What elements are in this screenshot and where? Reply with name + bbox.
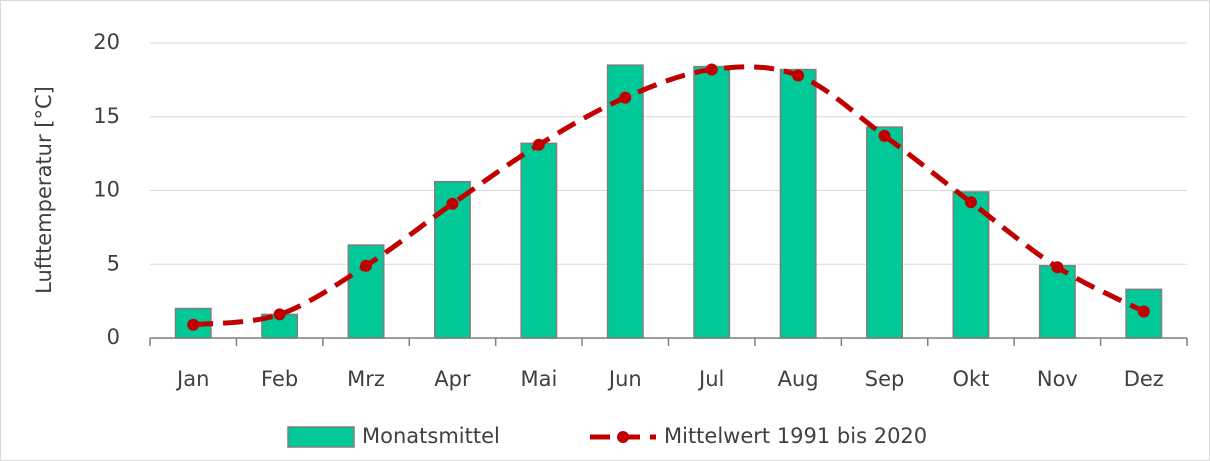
- line-point: [878, 129, 891, 142]
- bar: [520, 142, 558, 339]
- line-point: [187, 318, 200, 331]
- line-point: [705, 63, 718, 76]
- x-tick-label: Jun: [607, 367, 642, 391]
- x-tick-label: Aug: [778, 367, 819, 391]
- y-tick-label: 0: [107, 325, 120, 349]
- line-point: [532, 138, 545, 151]
- legend-marker: [617, 431, 629, 443]
- line-point: [619, 91, 632, 104]
- x-tick-label: Jul: [697, 367, 724, 391]
- y-axis-label: Lufttemperatur [°C]: [32, 86, 56, 294]
- line-point: [273, 308, 286, 321]
- y-tick-label: 10: [93, 178, 120, 202]
- bar: [606, 64, 644, 339]
- bar: [1038, 264, 1076, 339]
- legend-label: Mittelwert 1991 bis 2020: [664, 424, 927, 448]
- line-point: [964, 196, 977, 209]
- legend-label: Monatsmittel: [362, 424, 500, 448]
- bar: [866, 126, 904, 339]
- bar: [952, 191, 990, 339]
- line-point: [1137, 305, 1150, 318]
- y-tick-label: 5: [107, 251, 120, 275]
- y-tick-label: 20: [93, 30, 120, 54]
- legend-swatch: [287, 426, 355, 448]
- x-tick-label: Okt: [952, 367, 989, 391]
- line-point: [360, 259, 373, 272]
- y-tick-label: 15: [93, 104, 120, 128]
- x-tick-label: Dez: [1124, 367, 1164, 391]
- x-tick-label: Mrz: [347, 367, 385, 391]
- x-tick-label: Jan: [175, 367, 209, 391]
- x-tick-label: Feb: [261, 367, 298, 391]
- bar: [347, 244, 385, 339]
- bar: [779, 68, 817, 339]
- line-point: [1051, 261, 1064, 274]
- x-tick-label: Apr: [434, 367, 471, 391]
- x-tick-label: Mai: [520, 367, 557, 391]
- x-tick-label: Sep: [865, 367, 905, 391]
- line-point: [792, 69, 805, 82]
- bar: [693, 65, 731, 339]
- line-point: [446, 197, 459, 210]
- x-tick-label: Nov: [1037, 367, 1078, 391]
